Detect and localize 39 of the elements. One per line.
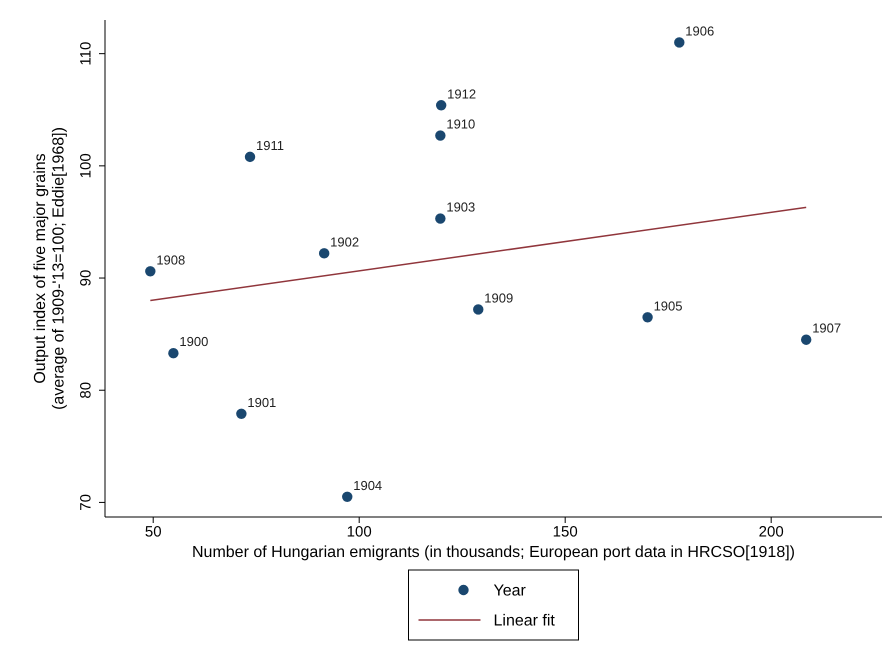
point [145, 266, 156, 276]
annotation: 1912 [447, 86, 476, 102]
y-tick-label: 110 [77, 42, 94, 66]
point [436, 100, 446, 110]
point [435, 213, 446, 224]
annotation: 1906 [685, 23, 714, 38]
annotation: 1908 [156, 252, 186, 268]
y-tick-label: 100 [77, 153, 94, 178]
point [800, 334, 812, 345]
point [342, 492, 352, 502]
point [473, 304, 484, 315]
point [236, 408, 247, 419]
y-tick-label: 90 [77, 270, 94, 286]
y-tick-label: 70 [77, 494, 94, 511]
annotation: 1900 [179, 334, 208, 350]
y-tick-label: 80 [77, 382, 94, 399]
x-axis-title: Number of Hungarian emigrants (in thousands; European port data in HRCSO[1918]) [192, 544, 795, 561]
y-axis-title: Output index of five major grains (average of 1909-'13=100; Eddie[1968]) [32, 127, 68, 410]
x-tick-label: 100 [346, 524, 372, 541]
point [244, 152, 256, 162]
legend-label: Linear fit [494, 612, 556, 630]
point [318, 248, 330, 259]
annotation: 1911 [256, 138, 284, 153]
legend-label: Year [494, 582, 526, 600]
point [435, 130, 446, 141]
annotation: 1910 [446, 116, 476, 132]
x-tick-label: 50 [144, 524, 162, 541]
annotation: 1909 [484, 290, 514, 306]
point [168, 348, 179, 358]
point [674, 37, 685, 48]
annotation: 1905 [654, 298, 683, 314]
annotation: 1902 [330, 234, 360, 250]
annotation: 1907 [812, 320, 842, 336]
x-tick-label: 150 [552, 524, 578, 541]
annotation: 1901 [247, 394, 276, 410]
point [642, 312, 653, 322]
x-tick-label: 200 [758, 524, 784, 541]
annotation: 1904 [353, 478, 382, 493]
annotation: 1903 [446, 200, 476, 215]
